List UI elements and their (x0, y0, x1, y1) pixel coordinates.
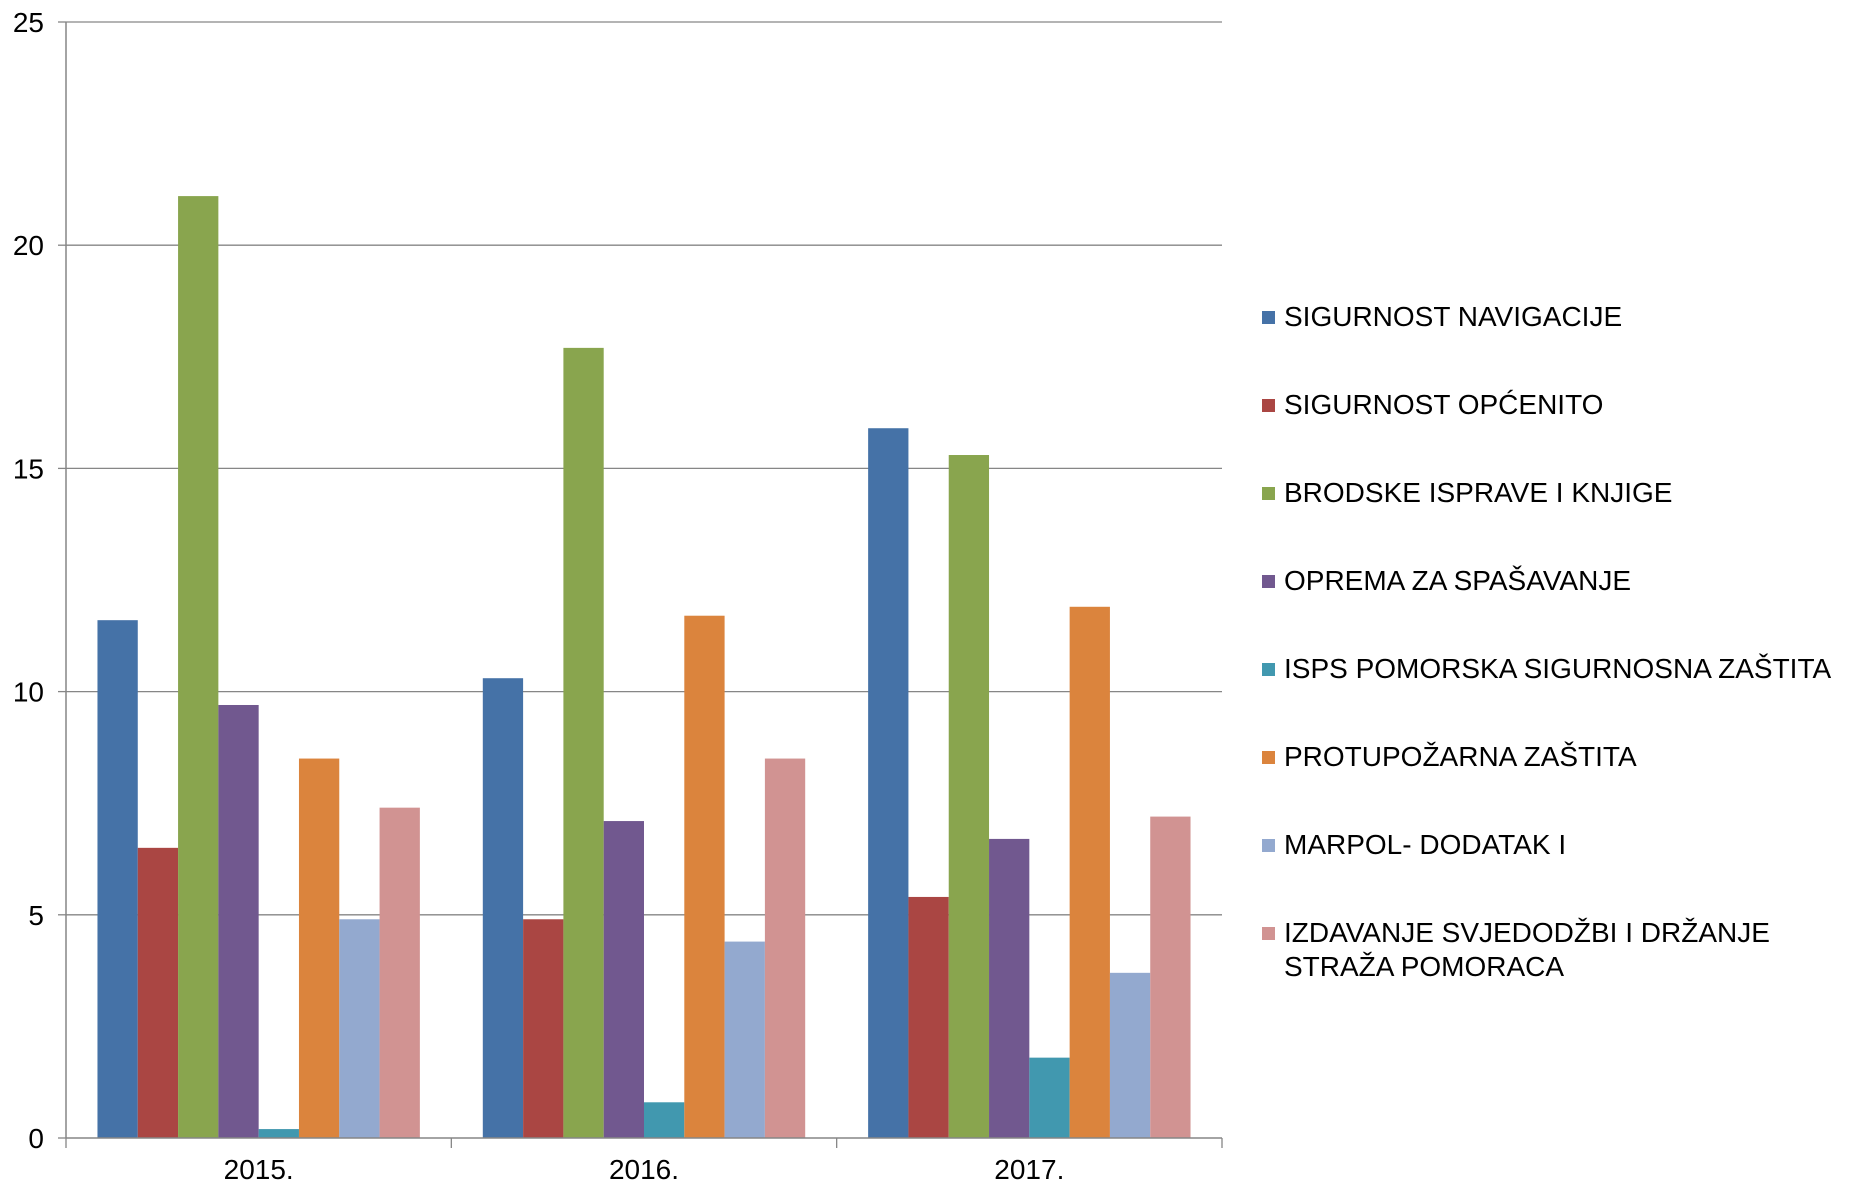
y-tick-label: 15 (13, 453, 44, 484)
legend-item: MARPOL- DODATAK I (1262, 828, 1844, 862)
legend-swatch (1262, 927, 1275, 940)
x-tick-label: 2016. (609, 1154, 679, 1182)
legend-label: SIGURNOST NAVIGACIJE (1284, 301, 1623, 332)
legend-swatch (1262, 575, 1275, 588)
bar (948, 455, 990, 1138)
legend-swatch (1262, 751, 1275, 764)
legend-swatch (1262, 839, 1275, 852)
legend-item: SIGURNOST NAVIGACIJE (1262, 300, 1844, 334)
legend-swatch (1262, 311, 1275, 324)
y-tick-label: 10 (13, 677, 44, 708)
bar (603, 821, 644, 1138)
legend-label: IZDAVANJE SVJEDODŽBI I DRŽANJE STRAŽA PO… (1284, 917, 1770, 982)
legend-swatch (1262, 487, 1275, 500)
bar (137, 847, 179, 1138)
legend-swatch (1262, 663, 1275, 676)
bar (1150, 816, 1191, 1138)
bar (684, 615, 725, 1138)
bar (563, 347, 604, 1138)
y-tick-labels: 0 5 10 15 20 25 (13, 7, 44, 1154)
bars (97, 196, 1191, 1138)
legend-label: SIGURNOST OPĆENITO (1284, 389, 1604, 420)
bar (764, 758, 806, 1138)
bar (339, 919, 380, 1138)
legend-item: ISPS POMORSKA SIGURNOSNA ZAŠTITA (1262, 652, 1844, 686)
legend-swatch (1262, 399, 1275, 412)
bar (298, 758, 340, 1138)
legend-item: BRODSKE ISPRAVE I KNJIGE (1262, 476, 1844, 510)
bar (868, 428, 909, 1138)
bar (178, 196, 219, 1138)
bar (1029, 1057, 1070, 1138)
legend-item: PROTUPOŽARNA ZAŠTITA (1262, 740, 1844, 774)
y-tick-label: 25 (13, 7, 44, 38)
y-tick-label: 0 (28, 1123, 44, 1154)
bar (724, 941, 765, 1138)
legend-item: SIGURNOST OPĆENITO (1262, 388, 1844, 422)
x-tick-label: 2015. (224, 1154, 294, 1182)
legend-label: PROTUPOŽARNA ZAŠTITA (1284, 741, 1637, 772)
bar (379, 807, 420, 1138)
bar (97, 620, 138, 1138)
bar (1069, 606, 1110, 1138)
x-tick-label: 2017. (994, 1154, 1064, 1182)
y-tick-label: 20 (13, 230, 44, 261)
bar (989, 838, 1030, 1138)
bar (908, 896, 949, 1138)
y-tick-label: 5 (28, 900, 44, 931)
bar (644, 1102, 685, 1138)
axes (58, 21, 1223, 1148)
bar (523, 919, 564, 1138)
legend-label: ISPS POMORSKA SIGURNOSNA ZAŠTITA (1284, 653, 1832, 684)
bar (482, 678, 524, 1138)
bar (218, 704, 259, 1138)
legend-item: IZDAVANJE SVJEDODŽBI I DRŽANJE STRAŽA PO… (1262, 916, 1844, 984)
x-tick-labels: 2015. 2016. 2017. (224, 1154, 1065, 1182)
legend-item: OPREMA ZA SPAŠAVANJE (1262, 564, 1844, 598)
legend-label: BRODSKE ISPRAVE I KNJIGE (1284, 477, 1673, 508)
bar (1109, 972, 1151, 1138)
legend-label: OPREMA ZA SPAŠAVANJE (1284, 565, 1631, 596)
bar (258, 1129, 299, 1138)
legend-label: MARPOL- DODATAK I (1284, 829, 1567, 860)
